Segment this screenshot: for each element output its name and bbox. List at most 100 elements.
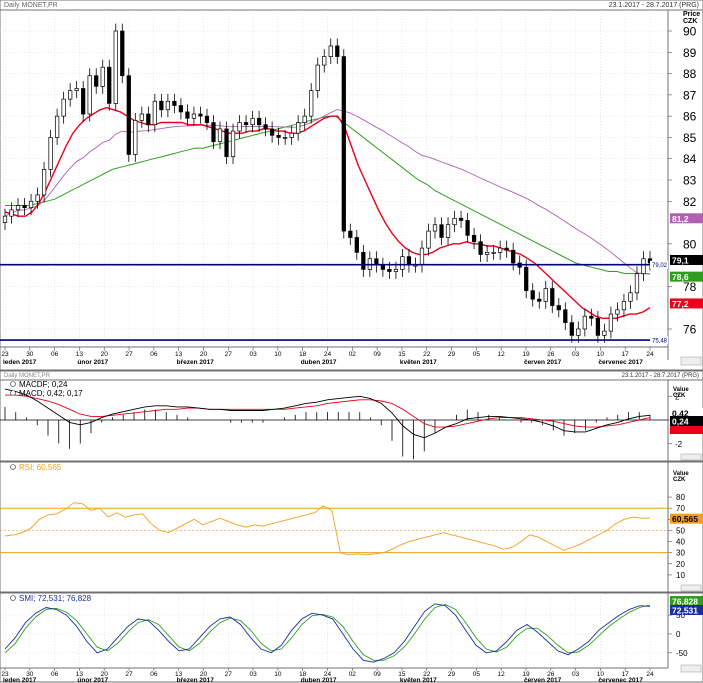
candle-body xyxy=(74,88,79,91)
candle-body xyxy=(328,45,333,57)
candle-body xyxy=(146,113,151,126)
date-tick-label: 09 xyxy=(373,351,381,358)
smi-panel-frame xyxy=(0,592,703,683)
price-ytick-label: 82 xyxy=(683,195,697,209)
smi-date-tick-label: 06 xyxy=(51,671,59,678)
candle-body xyxy=(432,224,438,232)
candle-body xyxy=(87,75,92,115)
month-label: duben 2017 xyxy=(301,359,337,366)
candle-body xyxy=(615,309,620,315)
candle-body xyxy=(608,313,614,332)
smi-date-tick-label: 10 xyxy=(597,671,605,678)
smi-date-tick-label: 24 xyxy=(646,671,654,678)
smi-month-label: červenec 2017 xyxy=(598,677,643,683)
candle-body xyxy=(165,100,171,111)
rsi-axis-label: Value xyxy=(673,471,689,477)
price-last-value-bg xyxy=(670,271,703,282)
price-ytick-label: 84 xyxy=(683,152,697,166)
macd-signal-line xyxy=(5,394,651,428)
smi-date-tick-label: 13 xyxy=(175,671,183,678)
price-last-value: 81,2 xyxy=(672,214,689,224)
date-tick-label: 18 xyxy=(299,351,307,358)
smi-signal-last-value-bg xyxy=(670,596,703,606)
candle-body xyxy=(224,128,229,157)
price-ytick-label: 90 xyxy=(683,25,697,39)
macd-signal-last-value xyxy=(670,426,703,434)
candle-body xyxy=(296,122,301,134)
price-ytick-label: 83 xyxy=(683,174,697,188)
candle-body xyxy=(9,209,14,217)
macd-line xyxy=(4,388,651,439)
auto-scale-button[interactable] xyxy=(680,356,702,366)
candle-body xyxy=(269,128,275,136)
rsi-ytick-label: 20 xyxy=(676,560,685,569)
candle-body xyxy=(133,120,138,155)
date-tick-label: 24 xyxy=(646,351,654,358)
candle-body xyxy=(41,169,47,196)
candle-body xyxy=(419,247,425,266)
smi-ytick-label: -50 xyxy=(676,649,688,658)
candle-body xyxy=(511,249,516,264)
smi-date-tick-label: 09 xyxy=(373,671,381,678)
date-tick-label: 06 xyxy=(150,351,158,358)
rsi-last-value-bg xyxy=(670,513,703,524)
candle-body xyxy=(471,234,477,243)
candle-body xyxy=(628,292,633,302)
date-tick-label: 23 xyxy=(1,351,9,358)
rsi-axis-unit: CZK xyxy=(673,477,686,483)
candle-body xyxy=(178,105,184,113)
candle-body xyxy=(543,288,548,302)
price-last-value: 77,2 xyxy=(672,299,689,309)
candle-body xyxy=(217,128,223,143)
candle-body xyxy=(445,224,451,238)
rsi-ytick-label: 70 xyxy=(676,504,685,513)
candle-body xyxy=(426,230,431,249)
smi-month-label: únor 2017 xyxy=(77,677,108,683)
date-tick-label: 20 xyxy=(200,351,208,358)
candle-body xyxy=(322,56,327,66)
candle-body xyxy=(556,305,561,311)
price-ytick-label: 85 xyxy=(683,131,697,145)
candle-body xyxy=(107,66,112,104)
candle-body xyxy=(595,317,601,336)
smi-date-tick-label: 19 xyxy=(522,671,530,678)
candle-body xyxy=(243,122,249,126)
date-tick-label: 02 xyxy=(349,351,357,358)
date-tick-label: 17 xyxy=(622,351,630,358)
candle-body xyxy=(120,30,125,77)
macd-auto-button[interactable] xyxy=(680,453,702,461)
month-label: březen 2017 xyxy=(177,359,215,366)
smi-date-tick-label: 22 xyxy=(423,671,431,678)
chart-date-range: 23.1.2017 - 28.7.2017 (PRG) xyxy=(609,2,699,9)
candle-body xyxy=(2,215,8,223)
date-tick-label: 24 xyxy=(324,351,332,358)
macdf-last-value-bg xyxy=(670,416,703,426)
price-ytick-label: 80 xyxy=(683,237,697,251)
candle-body xyxy=(341,56,346,232)
macd-axis-label: Value xyxy=(673,387,689,393)
date-tick-label: 27 xyxy=(125,351,133,358)
candle-body xyxy=(621,300,627,311)
price-last-value-bg xyxy=(670,213,703,224)
candle-body xyxy=(302,115,307,123)
candle-body xyxy=(400,256,405,270)
smi-signal-last-value: 76,828 xyxy=(672,597,698,607)
smi-ytick-label: 0 xyxy=(676,630,681,639)
candle-body xyxy=(263,124,268,130)
rsi-auto-button[interactable] xyxy=(680,584,702,592)
price-panel: Daily MONET,PR 23.1.2017 - 28.7.2017 (PR… xyxy=(0,0,703,371)
macd-last-value: 0,42 xyxy=(672,409,689,419)
macd-ytick-label: -2 xyxy=(675,440,683,449)
candle-body xyxy=(589,315,594,319)
candle-body xyxy=(641,258,646,274)
smi-date-tick-label: 13 xyxy=(76,671,84,678)
price-last-value-bg xyxy=(670,255,703,265)
candle-body xyxy=(159,100,164,111)
date-tick-label: 13 xyxy=(76,351,84,358)
smi-auto-button[interactable] xyxy=(680,664,702,673)
smi-line xyxy=(4,603,651,663)
candle-body xyxy=(237,122,242,132)
candle-body xyxy=(406,256,412,266)
date-tick-label: 12 xyxy=(498,351,506,358)
